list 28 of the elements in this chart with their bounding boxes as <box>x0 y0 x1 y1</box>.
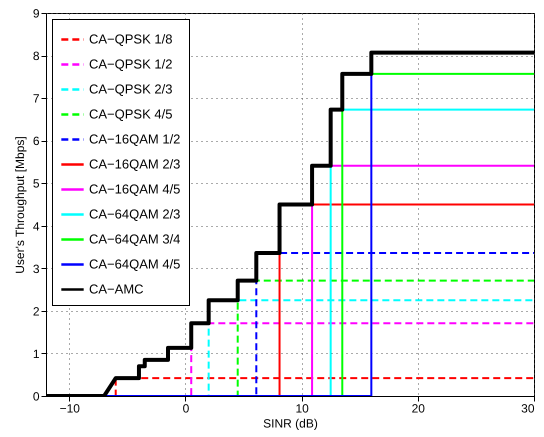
legend-label: CA−QPSK 1/2 <box>89 56 172 72</box>
legend-label: CA−QPSK 1/8 <box>89 32 172 46</box>
y-tick-label: 2 <box>32 304 40 318</box>
y-tick-label: 1 <box>32 346 40 361</box>
y-tick-label: 5 <box>32 176 40 191</box>
y-tick-label: 6 <box>32 134 40 148</box>
x-tick-label: 30 <box>521 402 535 416</box>
x-tick-label: 10 <box>295 402 310 416</box>
legend-label: CA−64QAM 4/5 <box>89 256 180 272</box>
x-tick-label: 0 <box>182 402 190 416</box>
y-tick-label: 4 <box>32 219 40 234</box>
legend-label: CA−64QAM 2/3 <box>89 206 180 222</box>
legend-label: CA−AMC <box>89 282 144 296</box>
y-tick-label: 0 <box>32 390 40 404</box>
legend-label: CA−16QAM 4/5 <box>89 182 180 196</box>
legend-label: CA−16QAM 2/3 <box>89 156 180 172</box>
y-tick-label: 7 <box>32 92 40 106</box>
legend-label: CA−64QAM 3/4 <box>89 232 180 246</box>
x-axis-title: SINR (dB) <box>263 416 318 430</box>
legend-label: CA−QPSK 4/5 <box>89 106 172 122</box>
legend-label: CA−QPSK 2/3 <box>89 82 172 96</box>
y-tick-label: 3 <box>32 262 40 276</box>
legend-label: CA−16QAM 1/2 <box>89 132 180 146</box>
x-tick-label: 20 <box>412 402 426 416</box>
x-tick-label: −10 <box>60 402 80 416</box>
y-tick-label: 8 <box>32 49 40 64</box>
y-tick-label: 9 <box>32 6 40 20</box>
y-axis-title: User's Throughput [Mbps] <box>12 136 27 274</box>
